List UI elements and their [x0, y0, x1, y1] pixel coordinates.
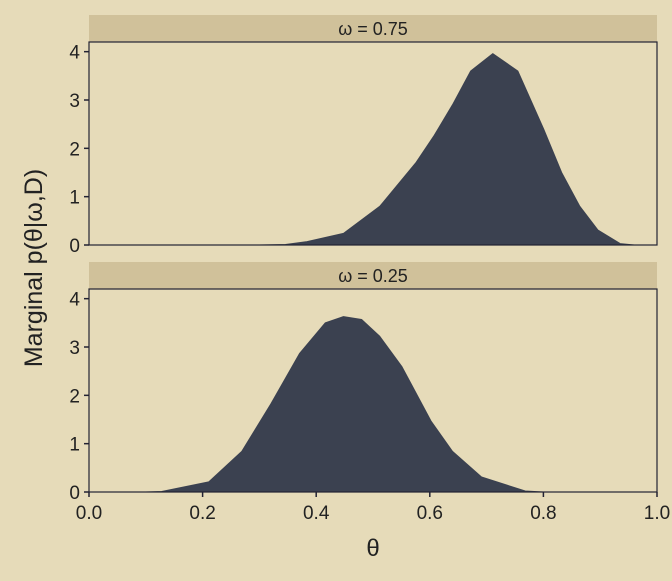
panel-strip [89, 15, 657, 42]
density-area [88, 316, 658, 493]
panel-border [88, 288, 658, 493]
x-axis-label: θ [366, 535, 379, 562]
y-axis-label: Marginal p(θ|ω,D) [20, 169, 48, 367]
x-tick-label: 0.8 [530, 503, 556, 524]
y-tick-label: 4 [69, 290, 80, 311]
panel-1: ω = 0.75 0 1 2 3 4 [69, 15, 658, 257]
density-area [88, 53, 658, 246]
y-tick-label: 1 [69, 435, 80, 456]
y-tick-label: 2 [69, 139, 80, 160]
panel-strip [89, 262, 657, 289]
panel-strip-label: ω = 0.75 [338, 19, 408, 39]
x-tick-label: 1.0 [644, 503, 670, 524]
x-tick-label: 0.2 [189, 503, 215, 524]
y-tick-label: 0 [69, 236, 80, 257]
y-tick-label: 4 [69, 43, 80, 64]
panel-border [88, 41, 658, 246]
x-tick-label: 0.4 [303, 503, 330, 524]
y-tick-label: 3 [69, 338, 80, 359]
y-tick-label: 0 [69, 483, 80, 504]
x-tick-label: 0.0 [76, 503, 102, 524]
y-tick-label: 2 [69, 386, 80, 407]
x-tick-label: 0.6 [417, 503, 443, 524]
y-tick-label: 1 [69, 188, 80, 209]
panel-strip-label: ω = 0.25 [338, 266, 408, 286]
y-tick-label: 3 [69, 91, 80, 112]
panel-2: ω = 0.25 0 1 2 3 4 0.0 0.2 0.4 0.6 0.8 1.0 [69, 262, 670, 524]
